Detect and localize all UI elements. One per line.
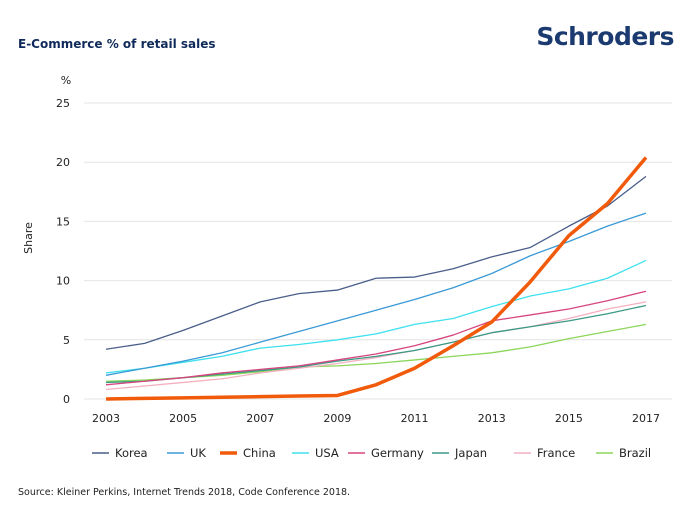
- y-unit-label: %: [61, 74, 71, 87]
- legend-label-usa: USA: [315, 446, 339, 460]
- legend-label-china: China: [243, 446, 276, 460]
- series-line-france: [105, 301, 647, 391]
- x-tick-label: 2007: [246, 412, 274, 425]
- series-line-usa: [105, 259, 647, 374]
- series-line-uk: [105, 212, 647, 376]
- legend-label-uk: UK: [190, 446, 206, 460]
- x-tick-label: 2017: [632, 412, 660, 425]
- x-tick-label: 2013: [478, 412, 506, 425]
- y-tick-label: 25: [56, 97, 70, 110]
- series-line-china: [105, 156, 648, 401]
- series-line-brazil: [105, 323, 647, 382]
- legend-label-france: France: [537, 446, 575, 460]
- legend-label-germany: Germany: [371, 446, 424, 460]
- x-tick-label: 2011: [401, 412, 429, 425]
- y-tick-label: 5: [63, 334, 70, 347]
- schroders-logo: Schroders: [536, 22, 674, 51]
- y-tick-label: 10: [56, 275, 70, 288]
- x-tick-label: 2003: [92, 412, 120, 425]
- y-tick-label: 0: [63, 393, 70, 406]
- legend-label-japan: Japan: [454, 446, 487, 460]
- source-note: Source: Kleiner Perkins, Internet Trends…: [18, 487, 351, 498]
- y-tick-label: 15: [56, 215, 70, 228]
- x-tick-label: 2015: [555, 412, 583, 425]
- y-axis-label: Share: [22, 222, 35, 254]
- x-tick-label: 2005: [169, 412, 197, 425]
- legend-label-brazil: Brazil: [619, 446, 651, 460]
- y-tick-label: 20: [56, 156, 70, 169]
- chart-title: E-Commerce % of retail sales: [18, 37, 216, 51]
- x-tick-label: 2009: [323, 412, 351, 425]
- series-line-korea: [105, 175, 647, 350]
- legend-label-korea: Korea: [115, 446, 148, 460]
- series-line-japan: [105, 304, 647, 384]
- series-line-germany: [105, 290, 647, 386]
